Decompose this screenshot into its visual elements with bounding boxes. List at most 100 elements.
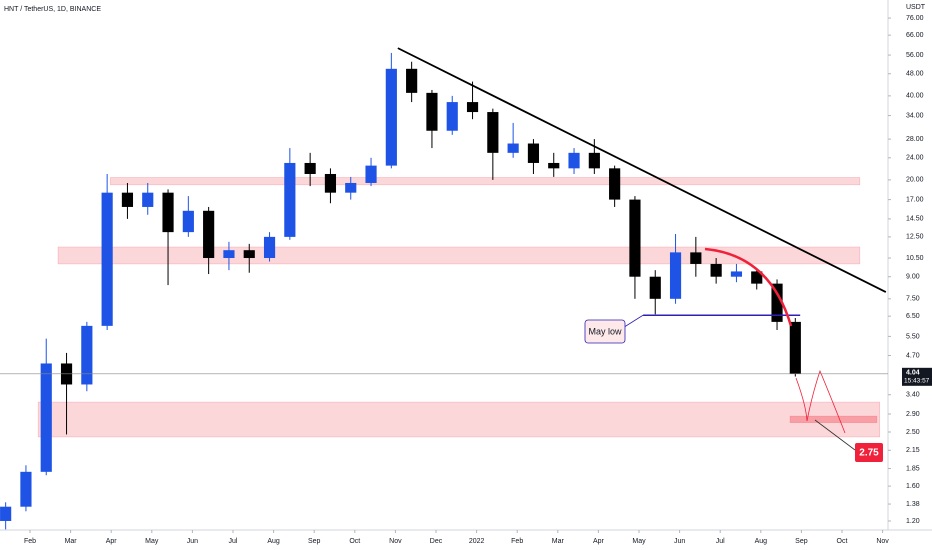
candle-body [527,143,540,163]
candle-body [487,112,499,153]
candle-body [466,102,479,113]
candle-body [789,321,801,374]
overlay: May low 2.75 [397,47,887,462]
candle-body [548,162,560,169]
candle-body [406,68,418,93]
y-tick-label: 2.50 [906,429,920,436]
target-label: 2.75 [859,448,879,459]
y-tick-label: 3.40 [906,392,920,399]
candle-body [0,506,12,521]
y-axis-label: USDT [906,4,926,11]
candle-body [20,471,32,507]
x-tick-label: Oct [837,538,848,545]
x-tick-label: Aug [755,538,768,545]
y-tick-label: 66.00 [906,32,924,39]
y-tick-label: 76.00 [906,15,924,22]
y-tick-label: 12.50 [906,234,924,241]
candle-body [40,363,52,472]
y-tick-label: 2.15 [906,447,920,454]
y-tick-label: 17.00 [906,196,924,203]
candle-body [609,168,621,200]
y-tick-label: 14.50 [906,216,924,223]
x-tick-label: May [632,538,646,545]
zones [37,177,881,438]
candle-body [771,283,783,322]
candle-body [649,276,661,299]
x-tick-label: Mar [65,538,78,545]
support-zone [789,415,878,423]
x-tick-label: Feb [511,538,523,545]
support-zone [57,246,861,265]
trendline [397,47,887,293]
candle-body [690,252,702,264]
y-tick-label: 6.50 [906,313,920,320]
last-price-label: 4.04 [906,370,920,377]
candle-body [243,250,255,259]
x-tick-label: Nov [389,538,402,545]
y-tick-label: 4.70 [906,352,920,359]
last-price-box [902,367,932,386]
support-zone [110,177,861,186]
x-tick-label: Mar [552,538,565,545]
countdown: 15:43:57 [904,378,930,385]
candle-body [182,210,194,233]
y-tick-label: 1.60 [906,483,920,490]
x-tick-label: Apr [106,538,118,545]
candle-body [142,192,154,207]
projection-path [795,369,846,434]
candle-body [284,162,296,237]
candle-body [588,152,600,169]
chart-title: HNT / TetherUS, 1D, BINANCE [4,6,101,13]
candle-body [426,92,438,131]
y-tick-label: 2.90 [906,411,920,418]
candle-body [446,102,458,131]
candle-body [81,325,93,385]
x-tick-label: Apr [593,538,605,545]
x-tick-label: Nov [876,538,889,545]
candle-body [345,182,357,193]
candle-body [223,250,235,259]
x-tick-label: Jun [674,538,685,545]
y-tick-label: 1.85 [906,465,920,472]
x-tick-label: Oct [349,538,360,545]
y-tick-label: 24.00 [906,155,924,162]
candle-body [365,165,377,183]
candle-body [751,271,763,284]
candle-body [263,236,276,259]
x-tick-label: Dec [430,538,443,545]
rounding-arc [704,247,793,327]
candle-body [730,271,743,277]
y-tick-label: 9.00 [906,274,920,281]
x-tick-label: Sep [795,538,808,545]
candle-body [324,173,337,193]
y-tick-label: 1.38 [906,501,920,508]
candle-body [101,192,113,326]
callout-text: May low [588,326,622,336]
x-tick-label: Feb [24,538,36,545]
x-tick-label: Aug [267,538,280,545]
candle-body [629,199,641,277]
x-tick-label: May [145,538,159,545]
callout-box [584,319,626,344]
support-zone [37,401,881,438]
y-tick-label: 5.50 [906,333,920,340]
x-tick-label: 2022 [469,538,485,545]
y-tick-label: 10.50 [906,255,924,262]
candle-body [568,152,580,169]
x-tick-label: Sep [308,538,321,545]
y-tick-label: 28.00 [906,136,924,143]
candle-body [121,192,134,207]
candle-body [669,252,682,299]
y-tick-label: 40.00 [906,93,924,100]
y-tick-label: 48.00 [906,71,924,78]
y-tick-label: 1.20 [906,518,920,525]
candle-body [507,143,519,153]
y-tick-label: 7.50 [906,296,920,303]
x-tick-label: Jul [229,538,238,545]
candles [0,52,801,530]
candle-body [385,68,397,166]
x-tick-label: Jun [187,538,198,545]
candle-body [203,210,215,259]
